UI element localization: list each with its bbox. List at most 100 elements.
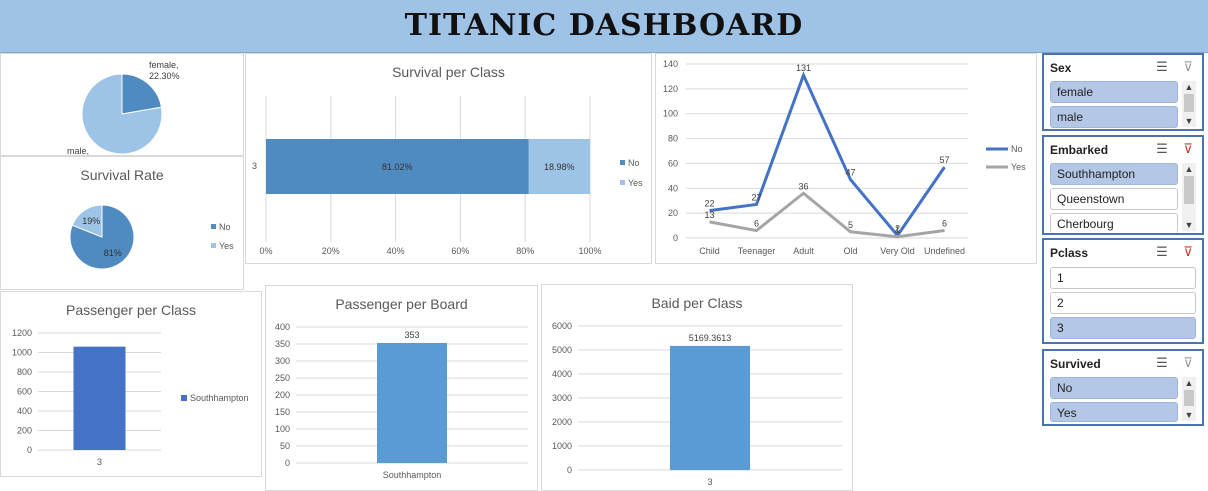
multi-select-icon[interactable]: ☰ <box>1156 355 1168 370</box>
scroll-up-icon[interactable]: ▲ <box>1184 164 1194 174</box>
data-label-yes: 6 <box>942 219 947 229</box>
x-tick-label: 100% <box>578 246 601 256</box>
bar <box>377 342 447 463</box>
y-tick-label: 6000 <box>552 321 572 331</box>
slicer-item-class-1[interactable]: 1 <box>1050 267 1196 289</box>
legend-label-yes: Yes <box>219 241 234 251</box>
pie-slice-female <box>121 73 163 115</box>
slicer-item-yes[interactable]: Yes <box>1050 402 1178 422</box>
x-tick-label: 40% <box>387 246 405 256</box>
data-label: 353 <box>404 330 419 340</box>
slicer-embarked[interactable]: Embarked ☰ ⊽ Southhampton Queenstown Che… <box>1042 135 1204 235</box>
bar-no <box>266 139 529 194</box>
slicer-title-embarked: Embarked <box>1050 143 1109 157</box>
survival-by-age-chart: 0 20 40 60 80 100 120 140 Child Teenager Adult Old V… <box>663 59 1026 256</box>
data-label-yes: 18.98% <box>544 162 575 172</box>
y-tick-label: 3 <box>252 161 257 171</box>
slicer-item-class-2[interactable]: 2 <box>1050 292 1196 314</box>
y-tick-label: 400 <box>275 322 290 332</box>
survival-per-class-panel[interactable]: Survival per Class 0% 20% 40% 60% 80% 100% 3 81… <box>245 53 652 264</box>
chart-title-baid-per-class: Baid per Class <box>651 295 743 311</box>
y-tick-label: 350 <box>275 339 290 349</box>
slicer-scrollbar[interactable]: ▲ ▼ <box>1182 81 1196 127</box>
data-label-yes: 5 <box>848 220 853 230</box>
survival-rate-panel[interactable]: Survival Rate 81% 19% No Yes <box>0 156 244 290</box>
x-tick-label: 3 <box>707 477 712 487</box>
scroll-down-icon[interactable]: ▼ <box>1184 410 1194 420</box>
survival-per-class-chart: 0% 20% 40% 60% 80% 100% 3 81.02% 18.98% No Yes <box>252 96 643 256</box>
scroll-thumb[interactable] <box>1184 94 1194 112</box>
y-tick-label: 80 <box>668 134 678 144</box>
y-tick-label: 0 <box>673 233 678 243</box>
multi-select-icon[interactable]: ☰ <box>1156 59 1168 74</box>
y-tick-label: 100 <box>663 109 678 119</box>
sex-pie-chart: female, 22.30% male, <box>67 60 180 156</box>
passenger-per-board-panel[interactable]: Passenger per Board 0 50 100 150 200 250 300 35… <box>265 285 538 491</box>
slicer-sex[interactable]: Sex ☰ ⊽ female male ▲ ▼ <box>1042 53 1204 131</box>
scroll-thumb[interactable] <box>1184 390 1194 406</box>
clear-filter-icon[interactable]: ⊽ <box>1183 141 1193 156</box>
pie-slice-male <box>81 73 163 155</box>
slicer-scrollbar[interactable]: ▲ ▼ <box>1182 377 1196 421</box>
x-tick-label: 0% <box>259 246 272 256</box>
slicer-title-survived: Survived <box>1050 357 1101 371</box>
legend-label: Southhampton <box>190 393 249 403</box>
slicer-item-southhampton[interactable]: Southhampton <box>1050 163 1178 185</box>
scroll-down-icon[interactable]: ▼ <box>1184 116 1194 126</box>
legend-swatch-yes <box>211 243 216 248</box>
slicer-item-male[interactable]: male <box>1050 106 1178 128</box>
data-label-yes: 19% <box>82 216 100 226</box>
scroll-down-icon[interactable]: ▼ <box>1184 220 1194 230</box>
legend-swatch-no <box>211 224 216 229</box>
y-tick-label: 120 <box>663 84 678 94</box>
y-tick-label: 50 <box>280 441 290 451</box>
clear-filter-icon[interactable]: ⊽ <box>1183 244 1193 259</box>
pie-label-female-pct: 22.30% <box>149 71 180 81</box>
data-label-no: 81.02% <box>382 162 413 172</box>
pie-slice-yes <box>71 204 103 238</box>
data-label: 5169.3613 <box>689 333 732 343</box>
slicer-scrollbar[interactable]: ▲ ▼ <box>1182 163 1196 231</box>
y-tick-label: 20 <box>668 208 678 218</box>
slicer-pclass[interactable]: Pclass ☰ ⊽ 1 2 3 <box>1042 238 1204 344</box>
slicer-title-sex: Sex <box>1050 61 1072 75</box>
slicer-item-cherbourg[interactable]: Cherbourg <box>1050 213 1178 233</box>
x-tick-label: Child <box>699 246 720 256</box>
y-tick-label: 100 <box>275 424 290 434</box>
slicer-title-pclass: Pclass <box>1050 246 1089 260</box>
y-tick-label: 4000 <box>552 369 572 379</box>
baid-per-class-panel[interactable]: Baid per Class 0 1000 2000 3000 4000 5000 6000… <box>541 284 853 491</box>
bar-yes <box>528 139 590 194</box>
chart-title-survival-per-class: Survival per Class <box>392 64 505 80</box>
scroll-thumb[interactable] <box>1184 176 1194 204</box>
clear-filter-icon[interactable]: ⊽ <box>1183 355 1193 370</box>
slicer-item-female[interactable]: female <box>1050 81 1178 103</box>
dashboard-banner <box>0 0 1208 53</box>
chart-title-passenger-per-class: Passenger per Class <box>66 302 196 318</box>
scroll-up-icon[interactable]: ▲ <box>1184 82 1194 92</box>
slicer-item-queenstown[interactable]: Queenstown <box>1050 188 1178 210</box>
y-tick-label: 250 <box>275 373 290 383</box>
slicer-item-no[interactable]: No <box>1050 377 1178 399</box>
survival-by-age-panel[interactable]: 0 20 40 60 80 100 120 140 Child Teenager Adult Old V… <box>655 53 1037 264</box>
passenger-per-class-panel[interactable]: Passenger per Class 0 200 400 600 800 1000 120… <box>0 291 262 477</box>
legend-label-yes: Yes <box>628 178 643 188</box>
slicer-item-class-3[interactable]: 3 <box>1050 317 1196 339</box>
y-tick-label: 5000 <box>552 345 572 355</box>
survival-rate-chart: 81% 19% No Yes <box>69 204 234 270</box>
legend-swatch-no <box>620 160 625 165</box>
pie-label-female: female, <box>149 60 179 70</box>
multi-select-icon[interactable]: ☰ <box>1156 244 1168 259</box>
passenger-per-board-chart: 0 50 100 150 200 250 300 350 400 Southhampton 353 <box>275 322 528 480</box>
bar <box>73 346 126 450</box>
y-tick-label: 140 <box>663 59 678 69</box>
dashboard-title: TITANIC DASHBOARD <box>404 8 804 43</box>
chart-title-passenger-per-board: Passenger per Board <box>335 296 468 312</box>
slicer-survived[interactable]: Survived ☰ ⊽ No Yes ▲ ▼ <box>1042 349 1204 426</box>
sex-pie-panel[interactable]: female, 22.30% male, <box>0 53 244 156</box>
multi-select-icon[interactable]: ☰ <box>1156 141 1168 156</box>
data-label-no: 57 <box>939 155 949 165</box>
y-tick-label: 0 <box>285 458 290 468</box>
clear-filter-icon[interactable]: ⊽ <box>1183 59 1193 74</box>
scroll-up-icon[interactable]: ▲ <box>1184 378 1194 388</box>
